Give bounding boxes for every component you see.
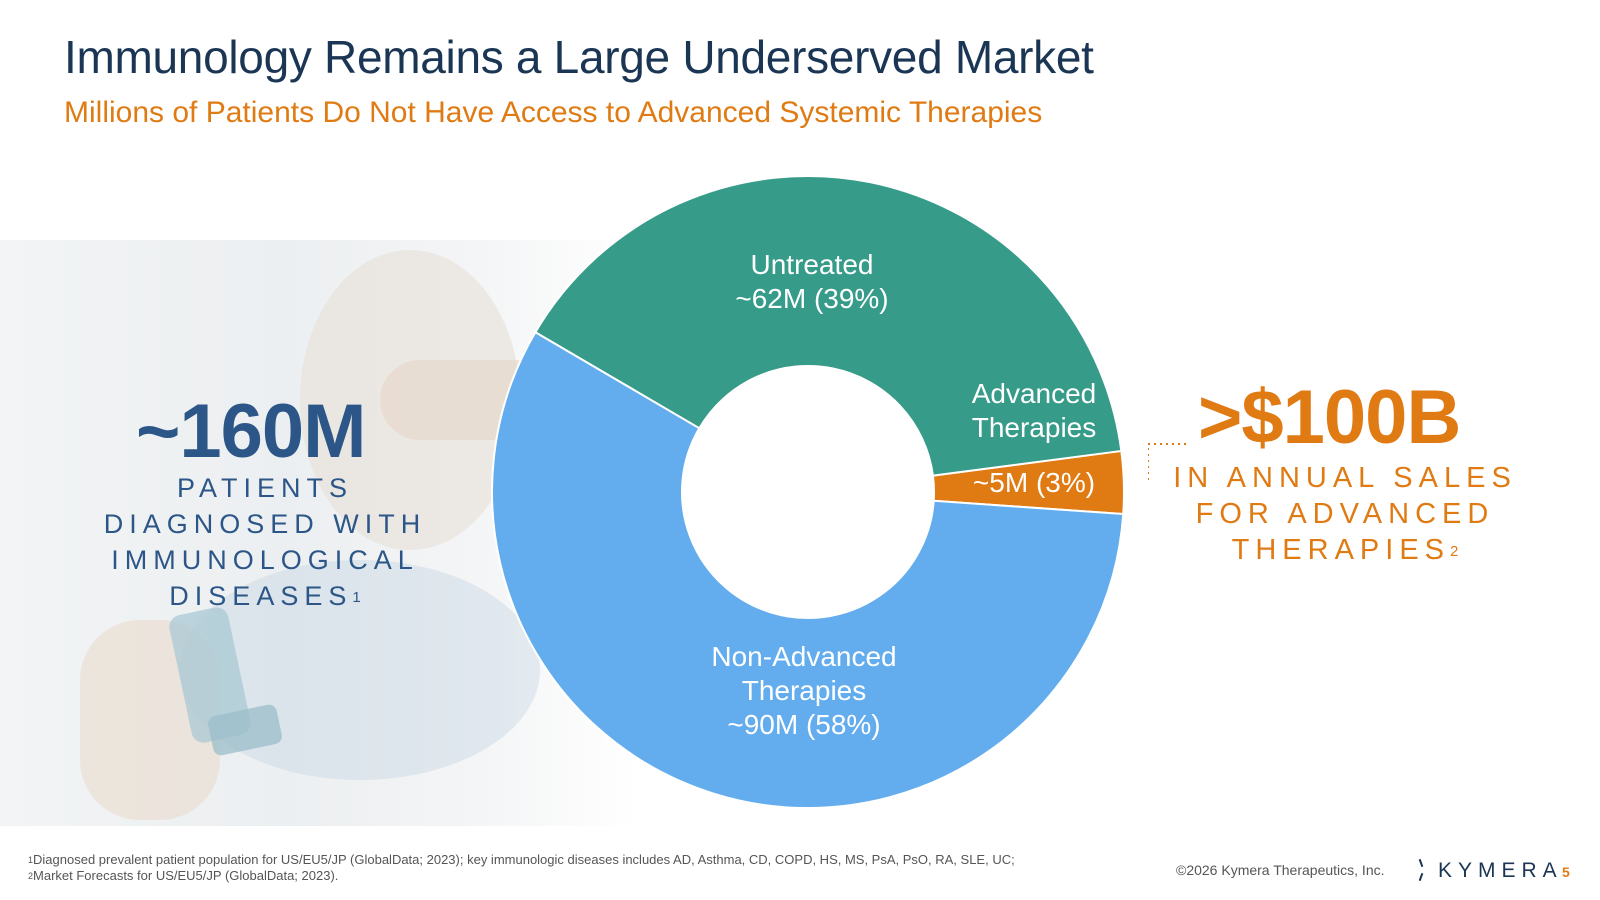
sales-line-text: THERAPIES xyxy=(1231,534,1451,566)
footnote-marker: 1 xyxy=(352,589,361,606)
sales-line: FOR ADVANCED xyxy=(1195,498,1495,530)
logo-mark-icon xyxy=(1418,858,1432,883)
footnote-2: 2Market Forecasts for US/EU5/JP (GlobalD… xyxy=(28,868,1128,884)
footnote-marker: 1 xyxy=(28,855,34,865)
company-logo: KYMERA xyxy=(1418,856,1563,886)
sales-line: IN ANNUAL SALES xyxy=(1173,462,1517,494)
slide-title: Immunology Remains a Large Underserved M… xyxy=(64,31,1094,83)
footnotes: 1Diagnosed prevalent patient population … xyxy=(28,852,1128,884)
slice-label: ~62M (39%) xyxy=(735,283,888,314)
copyright: ©2026 Kymera Therapeutics, Inc. xyxy=(1176,862,1385,878)
patients-line: IMMUNOLOGICAL xyxy=(111,545,419,575)
footnote-1: 1Diagnosed prevalent patient population … xyxy=(28,852,1128,868)
patients-line: DISEASES1 xyxy=(90,578,440,614)
page-number: 5 xyxy=(1562,864,1570,880)
slice-label: Untreated xyxy=(751,249,874,280)
sales-line: THERAPIES2 xyxy=(1160,532,1530,568)
patients-count: ~160M xyxy=(136,389,367,474)
donut-slice-untreated xyxy=(533,175,1123,477)
slice-label: Non-Advanced xyxy=(711,641,896,672)
slice-label: ~90M (58%) xyxy=(727,709,880,740)
patients-line-text: DISEASES xyxy=(169,581,353,611)
footnote-marker: 2 xyxy=(1450,543,1459,560)
patients-line: DIAGNOSED WITH xyxy=(103,509,427,539)
slice-label: Therapies xyxy=(742,675,867,706)
slice-label: ~5M (3%) xyxy=(973,467,1095,498)
footnote-2-text: Market Forecasts for US/EU5/JP (GlobalDa… xyxy=(33,868,339,883)
advanced-therapies-name-label: Therapies xyxy=(972,412,1097,443)
patients-line: PATIENTS xyxy=(176,473,353,503)
annual-sales-value: >$100B xyxy=(1198,375,1461,460)
donut-slice-non-advanced-therapies xyxy=(491,330,1125,809)
footnote-1-text: Diagnosed prevalent patient population f… xyxy=(33,852,1015,867)
annual-sales-description: IN ANNUAL SALES FOR ADVANCED THERAPIES2 xyxy=(1160,460,1530,568)
patients-description: PATIENTS DIAGNOSED WITH IMMUNOLOGICAL DI… xyxy=(90,470,440,614)
slide-subtitle: Millions of Patients Do Not Have Access … xyxy=(64,96,1043,129)
footnote-marker: 2 xyxy=(28,871,34,881)
logo-wordmark: KYMERA xyxy=(1438,859,1563,882)
dotted-connector xyxy=(1148,443,1186,480)
advanced-therapies-name-label: Advanced xyxy=(972,378,1097,409)
